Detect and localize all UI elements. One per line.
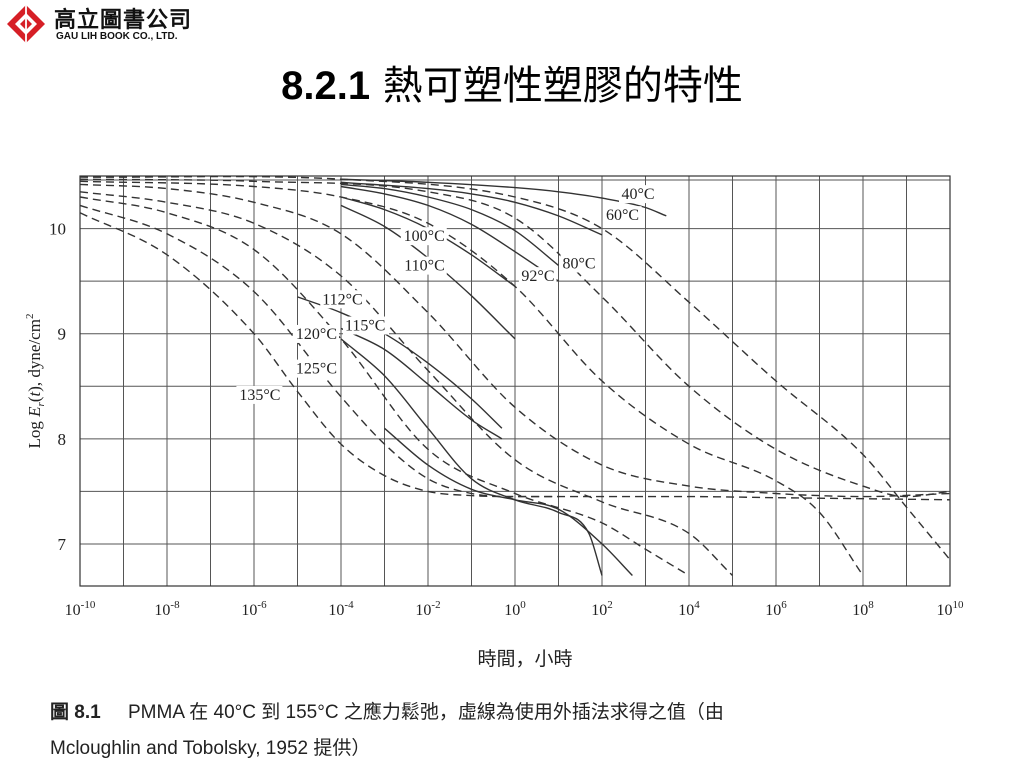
- caption-line-1: 圖 8.1 PMMA 在 40°C 到 155°C 之應力鬆弛，虛線為使用外插法…: [50, 695, 1020, 731]
- series-label-bg: [518, 267, 557, 286]
- series-label: 115°C: [345, 318, 385, 335]
- chart-grid: [79, 176, 951, 586]
- series-line-dashed-16: [79, 178, 951, 498]
- series-line-solid-0: [340, 178, 667, 217]
- series-label-bg: [343, 316, 389, 335]
- series-label: 120°C: [296, 326, 337, 343]
- series-line-dashed-15: [79, 180, 864, 576]
- x-tick-label: 1010: [937, 599, 965, 619]
- series-label-bg: [293, 324, 339, 343]
- series-line-solid-7: [340, 327, 503, 440]
- stress-relaxation-chart: 10-10 10-8 10-6 10-4 10-2 100 102 104 106 108 1010…: [24, 175, 964, 670]
- figure-caption: 圖 8.1 PMMA 在 40°C 到 155°C 之應力鬆弛，虛線為使用外插法…: [50, 695, 1020, 767]
- x-tick-label: 10-4: [328, 599, 354, 619]
- x-tick-label: 106: [765, 599, 787, 619]
- x-tick-label: 104: [678, 599, 700, 619]
- caption-text-1: PMMA 在 40°C 到 155°C 之應力鬆弛，虛線為使用外插法求得之值（由: [128, 702, 724, 723]
- publisher-name-en: GAU LIH BOOK CO., LTD.: [56, 31, 178, 42]
- series-line-solid-2: [340, 183, 559, 266]
- series-line-solid-8: [340, 338, 603, 576]
- x-tick-labels: 10-10 10-8 10-6 10-4 10-2 100 102 104 106 108 1010: [65, 599, 964, 619]
- section-number: 8.2.1: [281, 64, 371, 108]
- series-line-solid-3: [340, 185, 559, 282]
- x-tick-label: 10-8: [154, 599, 180, 619]
- series-label: 92°C: [521, 268, 554, 285]
- x-tick-label: 10-6: [241, 599, 267, 619]
- series-line-dashed-11: [79, 204, 951, 501]
- series-label-bg: [293, 359, 339, 378]
- series-line-dashed-17: [79, 175, 951, 561]
- x-tick-label: 10-10: [65, 599, 96, 619]
- publisher-name-cn: 高立圖書公司: [54, 8, 193, 33]
- series-label-bg: [400, 227, 447, 246]
- y-tick-label: 10: [49, 220, 66, 239]
- y-tick-label: 7: [58, 535, 67, 554]
- series-label-bg: [320, 290, 367, 309]
- section-title: 熱可塑性塑膠的特性: [382, 63, 743, 109]
- y-axis-label: Log Er(t), dyne/cm2: [24, 314, 47, 449]
- series-label: 110°C: [404, 258, 444, 275]
- series-label-bg: [560, 254, 599, 273]
- series-label: 40°C: [622, 186, 655, 203]
- page-title: 8.2.1 熱可塑性塑膠的特性: [0, 64, 1024, 108]
- y-tick-label: 9: [58, 325, 67, 344]
- diamond-logo-icon: [7, 5, 45, 43]
- series-line-solid-6: [297, 296, 503, 429]
- series-line-dashed-12: [79, 196, 690, 577]
- series-label: 135°C: [239, 387, 280, 404]
- x-tick-label: 10-2: [415, 599, 440, 619]
- publisher-logo: 高立圖書公司 GAU LIH BOOK CO., LTD.: [4, 2, 244, 48]
- series-line-solid-1: [340, 181, 603, 236]
- series-line-dashed-14: [79, 183, 951, 498]
- series-line-dashed-13: [79, 191, 733, 577]
- caption-figure-label: 圖: [50, 702, 70, 723]
- series-label: 60°C: [606, 207, 639, 224]
- series-label: 80°C: [563, 256, 596, 273]
- series-label-bg: [400, 256, 447, 275]
- series-label-bg: [604, 206, 642, 225]
- series-label: 100°C: [404, 228, 445, 245]
- y-tick-labels: 7 8 9 10: [49, 220, 67, 554]
- series-label: 112°C: [322, 291, 362, 308]
- plot-frame: [79, 175, 951, 587]
- caption-line-2: Mcloughlin and Tobolsky, 1952 提供）: [50, 738, 371, 759]
- x-tick-label: 102: [591, 599, 613, 619]
- x-axis-label: 時間，小時: [477, 648, 572, 670]
- series-labels: 40°C 60°C 80°C 92°C 100°C 110°C 112°C 115°C 120°…: [236, 185, 657, 404]
- series-label-bg: [618, 185, 657, 204]
- series-line-solid-9: [384, 427, 633, 576]
- x-tick-label: 108: [852, 599, 874, 619]
- y-tick-label: 8: [58, 430, 67, 449]
- series-label-bg: [236, 385, 283, 404]
- series-line-dashed-10: [79, 212, 559, 498]
- x-tick-label: 100: [504, 599, 526, 619]
- series-label: 125°C: [296, 361, 337, 378]
- caption-figure-number: 8.1: [74, 702, 101, 723]
